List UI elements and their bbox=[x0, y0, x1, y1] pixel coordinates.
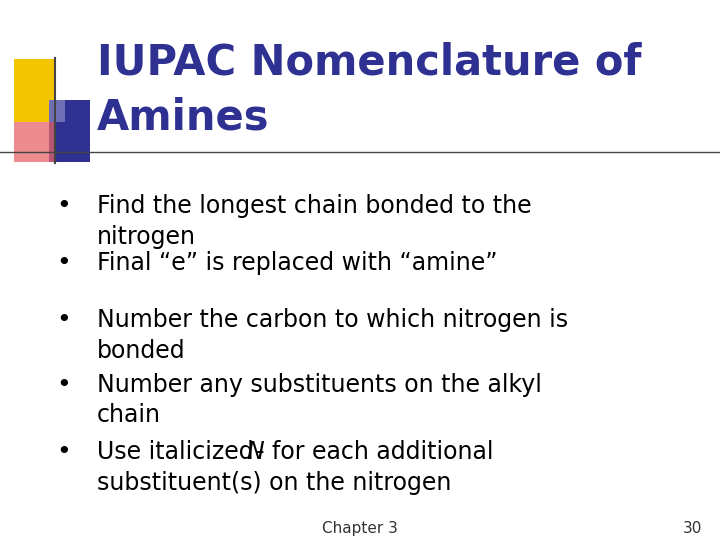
Text: Amines: Amines bbox=[97, 97, 270, 139]
Text: bonded: bonded bbox=[97, 339, 186, 362]
Text: Number the carbon to which nitrogen is: Number the carbon to which nitrogen is bbox=[97, 308, 568, 332]
Text: chain: chain bbox=[97, 403, 161, 427]
Text: substituent(s) on the nitrogen: substituent(s) on the nitrogen bbox=[97, 471, 451, 495]
Bar bbox=[14, 59, 55, 122]
Text: •: • bbox=[56, 194, 71, 218]
Text: •: • bbox=[56, 440, 71, 464]
Bar bbox=[49, 100, 90, 162]
Text: Number any substituents on the alkyl: Number any substituents on the alkyl bbox=[97, 373, 542, 396]
Text: •: • bbox=[56, 373, 71, 396]
Bar bbox=[14, 122, 55, 162]
Text: N: N bbox=[246, 440, 264, 464]
Text: •: • bbox=[56, 251, 71, 275]
Text: Use italicized: Use italicized bbox=[97, 440, 261, 464]
Text: Find the longest chain bonded to the: Find the longest chain bonded to the bbox=[97, 194, 532, 218]
Text: - for each additional: - for each additional bbox=[256, 440, 494, 464]
Bar bbox=[49, 100, 65, 122]
Text: •: • bbox=[56, 308, 71, 332]
Text: nitrogen: nitrogen bbox=[97, 225, 196, 249]
Text: 30: 30 bbox=[683, 521, 702, 536]
Text: Final “e” is replaced with “amine”: Final “e” is replaced with “amine” bbox=[97, 251, 498, 275]
Text: Chapter 3: Chapter 3 bbox=[322, 521, 398, 536]
Text: IUPAC Nomenclature of: IUPAC Nomenclature of bbox=[97, 41, 642, 83]
